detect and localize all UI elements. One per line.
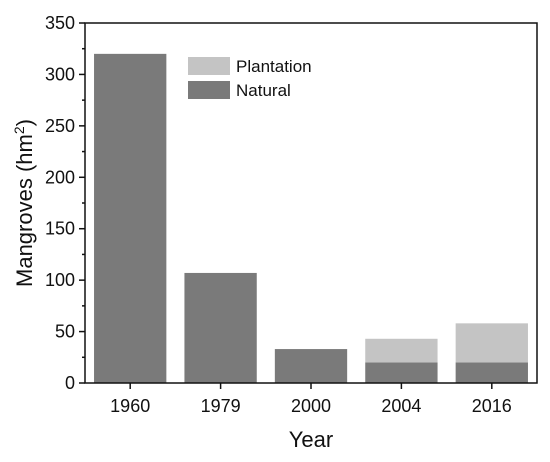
y-axis-title-superscript: 2 [11,126,27,134]
y-tick-label-100: 100 [45,270,75,290]
y-tick-label-200: 200 [45,167,75,187]
bar-natural-1960 [94,53,167,384]
y-axis-title: Mangroves (hm2) [11,119,37,287]
plot-frame [84,22,538,384]
x-tick-label-2016: 2016 [472,396,512,416]
bar-plantation-2004 [365,338,438,363]
bars-layer [94,53,528,384]
y-axis-title-close: ) [12,119,37,126]
x-tick-label-2000: 2000 [291,396,331,416]
y-axis: 0 50 100 150 200 250 300 350 [45,13,85,393]
x-axis-title: Year [289,427,333,452]
y-axis-title-main: Mangroves (hm [12,134,37,287]
x-tick-label-2004: 2004 [381,396,421,416]
y-tick-label-350: 350 [45,13,75,33]
bar-natural-2000 [274,349,348,383]
bar-natural-1979 [184,272,257,383]
y-tick-label-50: 50 [55,322,75,342]
y-tick-label-250: 250 [45,116,75,136]
x-tick-label-1979: 1979 [201,396,241,416]
legend: Plantation Natural [188,57,312,100]
legend-swatch-natural [188,81,230,99]
y-tick-label-150: 150 [45,219,75,239]
x-tick-label-1960: 1960 [110,396,150,416]
y-tick-label-0: 0 [65,373,75,393]
bar-natural-2004 [365,362,438,383]
legend-swatch-plantation [188,57,230,75]
legend-label-plantation: Plantation [236,57,312,76]
x-axis: 1960 1979 2000 2004 2016 [110,383,512,416]
bar-natural-2016 [455,362,528,383]
y-tick-label-300: 300 [45,64,75,84]
bar-plantation-2016 [455,323,528,363]
legend-label-natural: Natural [236,81,291,100]
